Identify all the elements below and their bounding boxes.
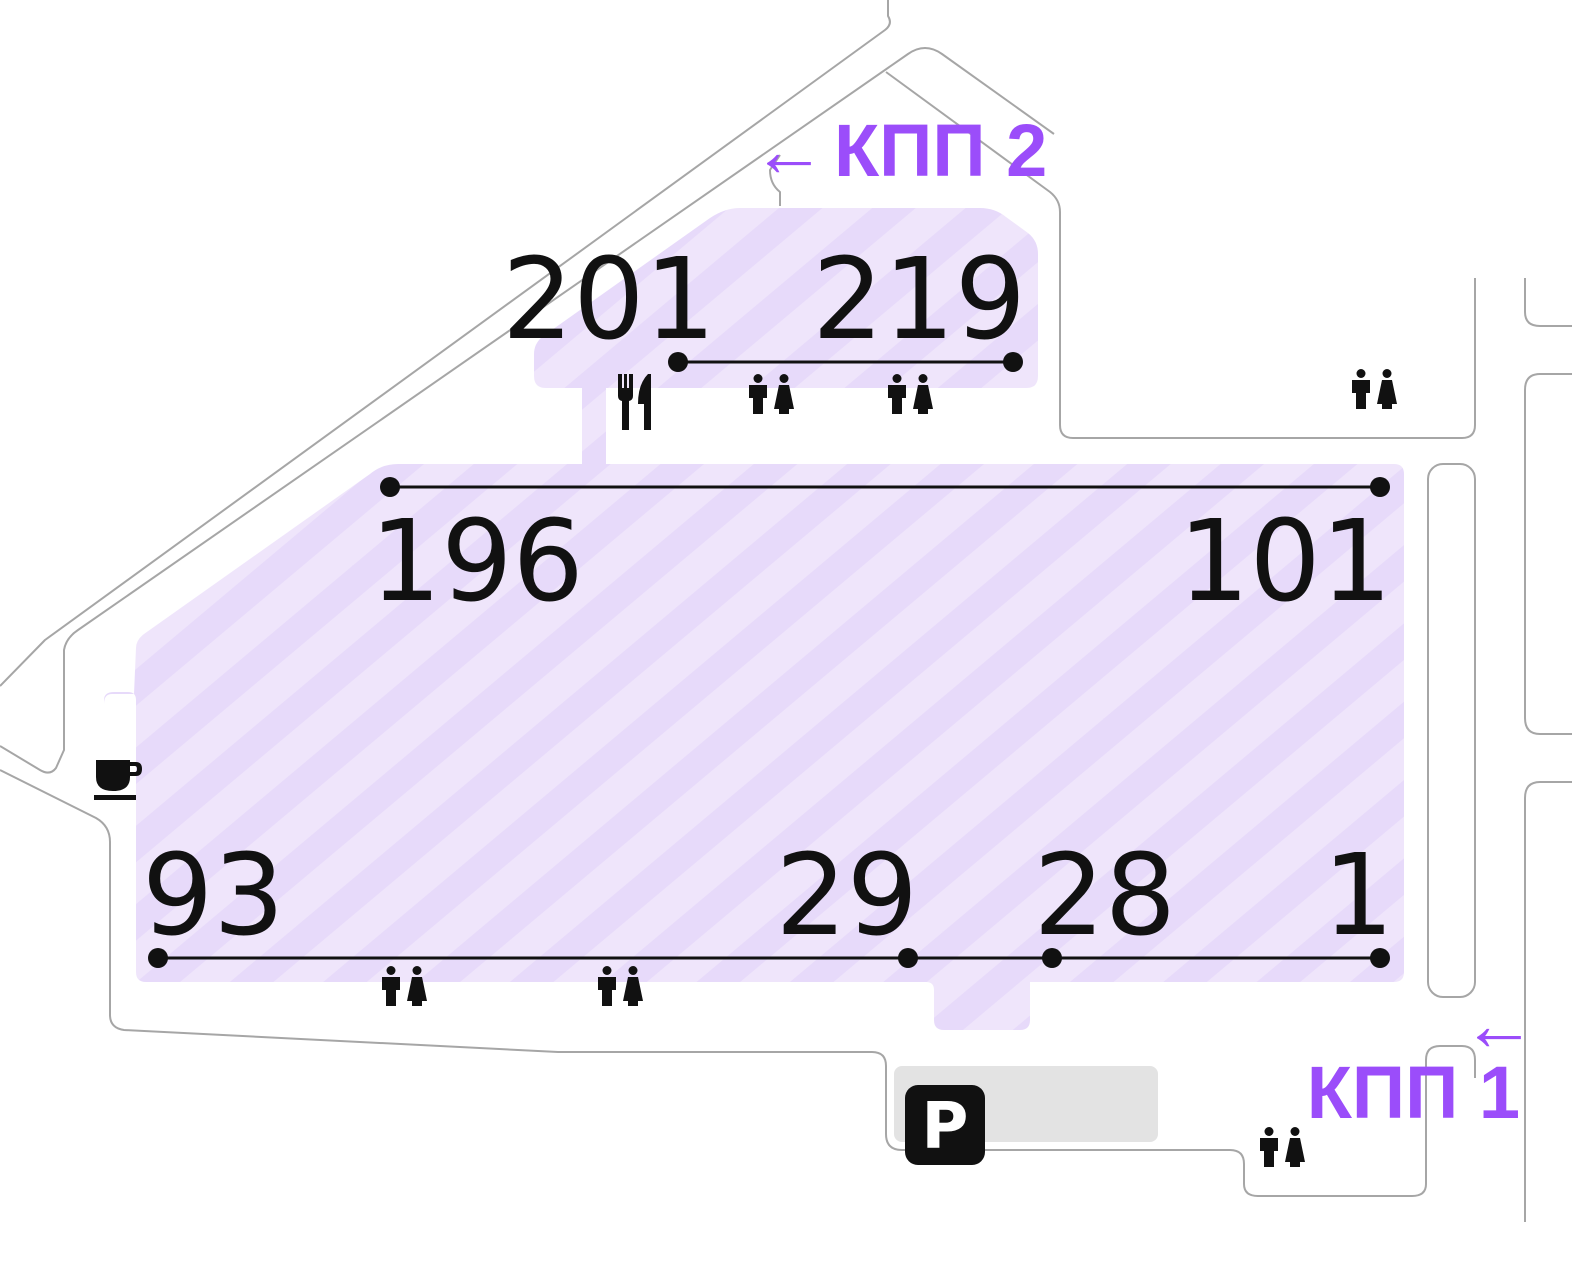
upper-row-start-dot [668, 352, 688, 372]
row-number-219[interactable]: 219 [812, 235, 1026, 365]
gate-2-label[interactable]: КПП 2 [834, 109, 1047, 192]
middle-row-end-dot [1370, 477, 1390, 497]
gate-1-arrow: ← [1462, 983, 1536, 1066]
toilet-icon[interactable] [1352, 369, 1397, 409]
road-outlines [0, 0, 1572, 1222]
market-zones [104, 208, 1404, 1030]
row-number-1[interactable]: 1 [1323, 831, 1394, 961]
row-number-28[interactable]: 28 [1033, 831, 1176, 961]
main-zone [104, 464, 1404, 1030]
connector-zone [582, 386, 606, 466]
gate-1-label[interactable]: КПП 1 [1307, 1051, 1520, 1134]
row-number-101[interactable]: 101 [1178, 497, 1392, 627]
coffee-cup-icon[interactable] [94, 760, 142, 800]
lower-row-dot-28 [1042, 948, 1062, 968]
upper-zone [534, 208, 1038, 388]
parking-icon[interactable]: P [905, 1085, 985, 1165]
gate-2-arrow: ← [752, 109, 826, 192]
toilet-icon[interactable] [1260, 1127, 1305, 1167]
row-number-93[interactable]: 93 [142, 831, 285, 961]
row-lines [148, 352, 1390, 968]
lower-row-dot-29 [898, 948, 918, 968]
lower-row-end-dot [1370, 948, 1390, 968]
parking-icon-letter: P [922, 1090, 969, 1164]
row-number-196[interactable]: 196 [370, 497, 584, 627]
lower-row-start-dot [148, 948, 168, 968]
row-number-201[interactable]: 201 [502, 235, 716, 365]
middle-row-start-dot [380, 477, 400, 497]
row-number-29[interactable]: 29 [775, 831, 918, 961]
upper-row-end-dot [1003, 352, 1023, 372]
